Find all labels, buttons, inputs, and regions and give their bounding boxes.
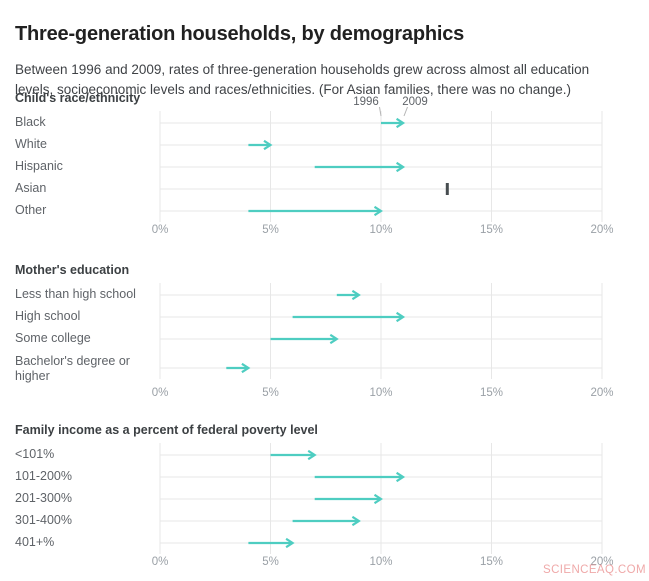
row-label-bachelor-s-degree-or-higher: Bachelor's degree or higher xyxy=(15,354,130,383)
trend-arrowhead-some-college xyxy=(329,333,339,345)
chart-subtitle: Between 1996 and 2009, rates of three-ge… xyxy=(15,61,590,97)
trend-arrowhead-less-than-high-school xyxy=(351,289,361,301)
trend-arrowhead-hispanic xyxy=(396,161,406,173)
page-title: Three-generation households, by demograp… xyxy=(15,23,465,46)
trend-arrowhead-101 xyxy=(307,449,317,461)
row-label-black: Black xyxy=(15,115,46,129)
legend-leader-line-start xyxy=(379,106,382,117)
panel-title-mother-s-education: Mother's education xyxy=(15,263,130,277)
trend-arrowhead-black xyxy=(396,117,406,129)
trend-arrowhead-301-400 xyxy=(351,515,361,527)
legend-year-end: 2009 xyxy=(402,96,428,108)
trend-arrowhead-white xyxy=(263,139,273,151)
axis-tick-label: 10% xyxy=(369,556,393,568)
axis-tick-label: 15% xyxy=(479,224,504,236)
watermark: SCIENCEAQ.COM xyxy=(543,564,646,576)
row-label-301-400: 301-400% xyxy=(15,513,72,527)
panel-title-family-income-as-a-percent-of-federal-poverty-level: Family income as a percent of federal po… xyxy=(15,423,318,437)
axis-tick-label: 0% xyxy=(151,556,169,568)
axis-tick-label: 5% xyxy=(262,556,279,568)
trend-arrowhead-101-200 xyxy=(396,471,406,483)
trend-arrowhead-bachelor-s-degree-or-higher xyxy=(241,362,251,374)
axis-tick-label: 0% xyxy=(151,224,169,236)
axis-tick-label: 0% xyxy=(151,387,169,399)
axis-tick-label: 15% xyxy=(479,556,504,568)
axis-tick-label: 20% xyxy=(590,556,614,568)
panel-title-child-s-race-ethnicity: Child's race/ethnicity xyxy=(15,91,141,105)
row-label-101: <101% xyxy=(15,447,55,461)
legend-leader-line-end xyxy=(403,106,408,117)
row-label-less-than-high-school: Less than high school xyxy=(15,287,136,301)
trend-arrowhead-201-300 xyxy=(373,493,384,505)
axis-tick-label: 10% xyxy=(369,387,393,399)
row-label-white: White xyxy=(15,137,47,151)
trend-arrowhead-other xyxy=(373,205,384,217)
row-label-high-school: High school xyxy=(15,309,81,323)
trend-arrowhead-401 xyxy=(285,537,295,549)
row-label-other: Other xyxy=(15,203,47,217)
row-label-some-college: Some college xyxy=(15,331,91,345)
row-label-401: 401+% xyxy=(15,535,55,549)
legend-year-start: 1996 xyxy=(353,96,379,108)
axis-tick-label: 5% xyxy=(262,224,279,236)
row-label-201-300: 201-300% xyxy=(15,491,72,505)
axis-tick-label: 20% xyxy=(590,387,614,399)
row-label-hispanic: Hispanic xyxy=(15,159,63,173)
row-label-asian: Asian xyxy=(15,181,47,195)
axis-tick-label: 20% xyxy=(590,224,614,236)
row-label-101-200: 101-200% xyxy=(15,469,72,483)
axis-tick-label: 15% xyxy=(479,387,504,399)
axis-tick-label: 5% xyxy=(262,387,279,399)
axis-tick-label: 10% xyxy=(369,224,393,236)
trend-arrowhead-high-school xyxy=(396,311,406,323)
